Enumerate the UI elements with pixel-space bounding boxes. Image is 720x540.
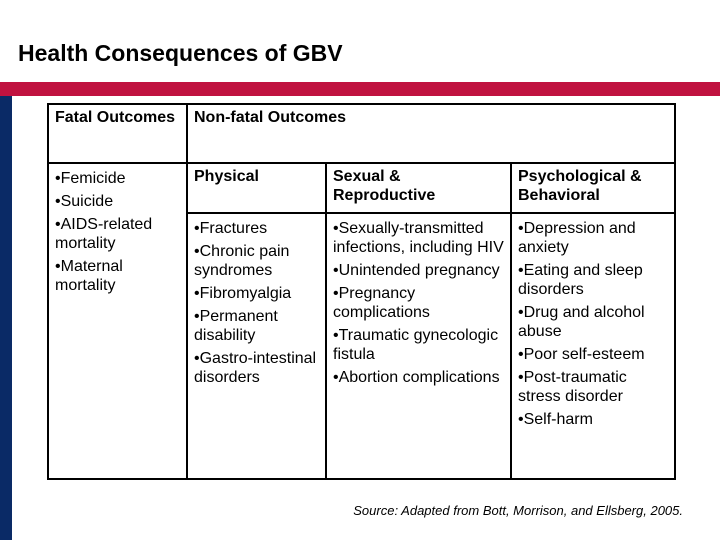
page-title: Health Consequences of GBV	[18, 40, 343, 66]
list-item: •Traumatic gynecologic fistula	[333, 327, 499, 363]
list-item: •AIDS-related mortality	[55, 216, 153, 252]
nonfatal-outcomes-header-cell: Non-fatal Outcomes	[185, 103, 677, 164]
list-item: •Gastro-intestinal disorders	[194, 350, 317, 386]
list-item: •Suicide	[55, 193, 114, 210]
list-item: •Pregnancy complications	[333, 285, 430, 321]
fatal-outcomes-header-cell: Fatal Outcomes	[47, 103, 188, 164]
sexual-reproductive-list-cell: •Sexually-transmitted infections, includ…	[325, 212, 512, 480]
physical-list-cell: •Fractures •Chronic pain syndromes •Fibr…	[186, 212, 327, 480]
bullet-icon: •	[194, 308, 200, 325]
psychological-behavioral-list-cell: •Depression and anxiety •Eating and slee…	[509, 212, 677, 480]
accent-navy-sidebar	[0, 96, 12, 540]
list-item: •Fractures	[194, 220, 268, 237]
bullet-icon: •	[333, 285, 339, 302]
bullet-icon: •	[518, 304, 524, 321]
bullet-icon: •	[518, 346, 524, 363]
bullet-icon: •	[55, 170, 61, 187]
health-consequences-table: Fatal Outcomes Non-fatal Outcomes •Femic…	[47, 103, 677, 480]
list-item: •Drug and alcohol abuse	[518, 304, 645, 340]
list-item: •Maternal mortality	[55, 258, 123, 294]
bullet-icon: •	[194, 243, 200, 260]
list-item: •Unintended pregnancy	[333, 262, 500, 279]
bullet-icon: •	[333, 327, 339, 344]
bullet-icon: •	[518, 220, 524, 237]
bullet-icon: •	[333, 369, 339, 386]
fatal-outcomes-list-cell: •Femicide •Suicide •AIDS-related mortali…	[47, 162, 188, 480]
list-item: •Self-harm	[518, 411, 593, 428]
list-item: •Eating and sleep disorders	[518, 262, 643, 298]
bullet-icon: •	[55, 193, 61, 210]
table-row: •Femicide •Suicide •AIDS-related mortali…	[47, 162, 677, 480]
list-item: •Abortion complications	[333, 369, 500, 386]
bullet-icon: •	[518, 369, 524, 386]
source-citation: Source: Adapted from Bott, Morrison, and…	[353, 503, 683, 518]
sexual-reproductive-header-cell: Sexual & Reproductive	[325, 162, 512, 214]
list-item: •Fibromyalgia	[194, 285, 292, 302]
bullet-icon: •	[333, 262, 339, 279]
bullet-icon: •	[518, 411, 524, 428]
accent-red-bar	[0, 82, 720, 96]
bullet-icon: •	[194, 220, 200, 237]
table-row: Fatal Outcomes Non-fatal Outcomes	[47, 103, 677, 164]
psychological-behavioral-header-cell: Psychological & Behavioral	[509, 162, 677, 214]
list-item: •Sexually-transmitted infections, includ…	[333, 220, 504, 256]
bullet-icon: •	[55, 258, 61, 275]
bullet-icon: •	[55, 216, 61, 233]
bullet-icon: •	[194, 350, 200, 367]
table-row: •Fractures •Chronic pain syndromes •Fibr…	[48, 212, 677, 480]
list-item: •Chronic pain syndromes	[194, 243, 290, 279]
bullet-icon: •	[518, 262, 524, 279]
bullet-icon: •	[333, 220, 339, 237]
list-item: •Depression and anxiety	[518, 220, 636, 256]
list-item: •Permanent disability	[194, 308, 278, 344]
list-item: •Post-traumatic stress disorder	[518, 369, 627, 405]
physical-header-cell: Physical	[186, 162, 327, 214]
list-item: •Poor self-esteem	[518, 346, 645, 363]
list-item: •Femicide	[55, 170, 126, 187]
bullet-icon: •	[194, 285, 200, 302]
